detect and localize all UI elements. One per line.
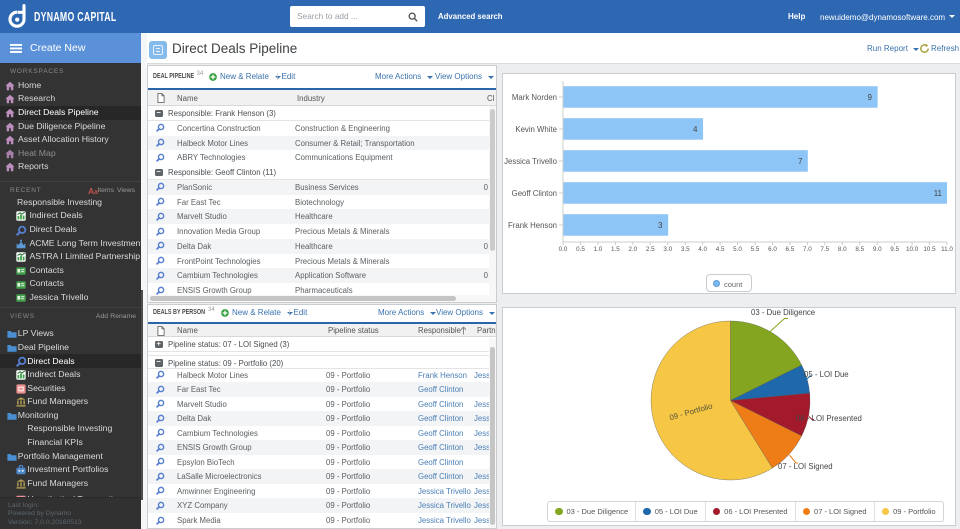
svg-text:9.0: 9.0 (873, 246, 882, 253)
svg-text:11: 11 (934, 189, 943, 198)
svg-text:3.0: 3.0 (663, 246, 672, 253)
svg-text:03 - Due Diligence: 03 - Due Diligence (751, 308, 815, 317)
svg-text:11.0: 11.0 (941, 246, 953, 253)
svg-text:10.0: 10.0 (906, 246, 919, 253)
svg-text:3: 3 (658, 221, 663, 230)
svg-text:10.5: 10.5 (923, 246, 936, 253)
svg-text:9: 9 (868, 93, 873, 102)
svg-text:4.0: 4.0 (698, 246, 707, 253)
svg-text:Geoff Clinton: Geoff Clinton (512, 189, 557, 198)
svg-text:7.5: 7.5 (820, 246, 829, 253)
svg-text:1.0: 1.0 (594, 246, 603, 253)
svg-text:0.5: 0.5 (576, 246, 585, 253)
svg-text:06 - LOI Presented: 06 - LOI Presented (796, 414, 862, 423)
svg-text:0.0: 0.0 (559, 246, 568, 253)
svg-text:7.0: 7.0 (803, 246, 812, 253)
svg-text:2.5: 2.5 (646, 246, 655, 253)
svg-text:05 - LOI Due: 05 - LOI Due (804, 370, 849, 379)
svg-text:6.5: 6.5 (786, 246, 795, 253)
svg-text:5.0: 5.0 (733, 246, 742, 253)
svg-text:9.5: 9.5 (890, 246, 899, 253)
svg-text:4: 4 (693, 125, 698, 134)
svg-text:1.5: 1.5 (611, 246, 620, 253)
svg-text:5.5: 5.5 (751, 246, 760, 253)
svg-text:Frank Henson: Frank Henson (508, 221, 557, 230)
svg-text:2.0: 2.0 (628, 246, 637, 253)
svg-text:Kevin White: Kevin White (515, 125, 557, 134)
svg-text:4.5: 4.5 (716, 246, 725, 253)
svg-text:8.0: 8.0 (838, 246, 847, 253)
svg-text:Jessica Trivello: Jessica Trivello (504, 157, 558, 166)
svg-text:Mark Norden: Mark Norden (512, 93, 557, 102)
svg-text:8.5: 8.5 (855, 246, 864, 253)
svg-text:3.5: 3.5 (681, 246, 690, 253)
svg-text:6.0: 6.0 (768, 246, 777, 253)
svg-text:7: 7 (798, 157, 803, 166)
svg-text:07 - LOI Signed: 07 - LOI Signed (778, 462, 833, 471)
